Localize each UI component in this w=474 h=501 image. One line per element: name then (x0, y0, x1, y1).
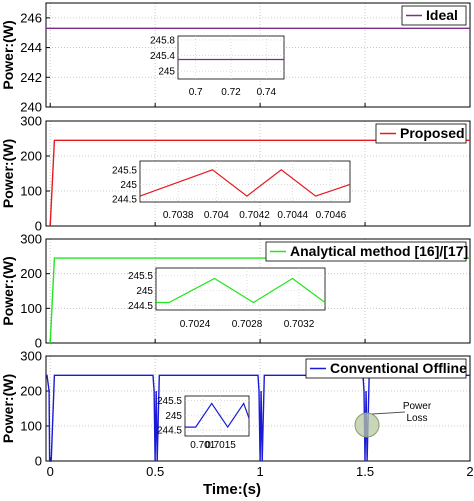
y-tick-label: 100 (20, 301, 42, 316)
x-tick-label: 1 (256, 464, 263, 479)
power-loss-label-line: Loss (406, 413, 427, 424)
y-tick-label: 100 (20, 419, 42, 434)
x-tick-label: 2 (466, 464, 473, 479)
panels: 240 242 244 246 Power:(W) Ideal 0.7 0.72 0.74 245… (0, 2, 471, 469)
y-tick-label: 244 (20, 40, 42, 55)
inset-x-tick-label: 0.7042 (239, 210, 270, 221)
legend-box (265, 241, 467, 262)
inset-y-tick-label: 244.5 (128, 301, 153, 312)
y-axis-label: Power:(W) (0, 256, 16, 325)
legend-label: Conventional Offline (330, 360, 467, 376)
axes-box (45, 120, 471, 227)
x-axis-label: Time:(s) (203, 481, 261, 498)
legend: Analytical method [16]/[17] (265, 241, 468, 262)
inset-y-tick-label: 245.5 (112, 165, 137, 176)
axes-box (45, 2, 471, 108)
inset: 0.7024 0.7028 0.7032 245.5 245 244.5 (128, 267, 326, 330)
inset-y-tick-label: 244.5 (112, 195, 137, 206)
inset-x-tick-label: 0.701 (190, 440, 215, 451)
x-tick-label: 0 (47, 464, 54, 479)
series-line (49, 139, 470, 227)
y-tick-label: 200 (20, 266, 42, 281)
inset-series-line (156, 277, 326, 304)
inset-y-tick-label: 245.5 (128, 271, 153, 282)
inset-x-tick-label: 0.7 (189, 87, 203, 98)
axes-box (45, 355, 471, 462)
inset-box (155, 267, 326, 311)
inset-x-tick-label: 0.7032 (284, 319, 315, 330)
inset-x-tick-label: 0.74 (257, 87, 277, 98)
inset-y-tick-label: 244.5 (157, 426, 182, 437)
inset-x-tick-label: 0.7028 (232, 319, 263, 330)
series-line (46, 374, 470, 462)
y-tick-label: 200 (20, 149, 42, 164)
legend: Conventional Offline (305, 358, 467, 379)
y-tick-label: 300 (20, 349, 42, 364)
panel-4: 0 100 200 300 Power:(W) Conventional Offline 0… (0, 349, 471, 469)
y-tick-label: 0 (35, 336, 42, 351)
y-axis-label: Power:(W) (0, 20, 16, 89)
legend-box (375, 123, 467, 144)
inset-x-tick-label: 0.7046 (316, 210, 347, 221)
x-tick-label: 1.5 (356, 464, 374, 479)
inset-box (139, 160, 351, 203)
y-tick-label: 0 (35, 454, 42, 469)
inset-series-line (185, 402, 250, 429)
shared-x-tick-labels: 0 0.5 1 1.5 2 (47, 464, 474, 479)
legend-label: Analytical method [16]/[17] (290, 243, 468, 259)
inset-y-tick-label: 245.8 (150, 35, 175, 46)
inset-x-tick-label: 0.7038 (163, 210, 194, 221)
inset-y-tick-label: 245.4 (150, 51, 175, 62)
panel-1: 240 242 244 246 Power:(W) Ideal 0.7 0.72 0.74 245… (0, 2, 471, 115)
legend: Proposed (375, 123, 467, 144)
y-tick-label: 240 (20, 100, 42, 115)
y-tick-label: 242 (20, 70, 42, 85)
power-loss-label-line: Power (403, 401, 432, 412)
legend-label: Proposed (400, 125, 465, 141)
inset-x-tick-label: 0.72 (221, 87, 241, 98)
inset-series-line (139, 169, 351, 197)
inset-x-tick-label: 0.7015 (205, 440, 236, 451)
power-loss-marker (354, 412, 380, 438)
y-tick-label: 100 (20, 184, 42, 199)
inset-x-tick-label: 0.704 (204, 210, 229, 221)
y-axis-label: Power:(W) (0, 139, 16, 208)
y-tick-label: 200 (20, 384, 42, 399)
inset-y-tick-label: 245 (120, 180, 137, 191)
panel-3: 0 100 200 300 Power:(W) Analytical method [16… (0, 232, 471, 351)
inset-y-tick-label: 245.5 (157, 396, 182, 407)
inset-y-tick-label: 245 (165, 411, 182, 422)
inset-y-tick-label: 245 (158, 67, 175, 78)
inset-box (184, 395, 250, 437)
inset: 0.7038 0.704 0.7042 0.7044 0.7046 245.5 245 244… (112, 160, 351, 221)
legend: Ideal (401, 5, 467, 26)
legend-box (401, 5, 467, 26)
y-tick-label: 0 (35, 219, 42, 234)
y-tick-label: 246 (20, 10, 42, 25)
axes-box (45, 238, 471, 344)
power-loss-annotation: Power Loss (354, 401, 432, 438)
x-tick-label: 0.5 (146, 464, 164, 479)
legend-label: Ideal (426, 7, 458, 23)
y-tick-label: 300 (20, 232, 42, 247)
y-axis-label: Power:(W) (0, 374, 16, 443)
power-loss-pointer (371, 411, 406, 415)
y-tick-label: 300 (20, 114, 42, 129)
inset-x-tick-label: 0.7044 (277, 210, 308, 221)
inset-x-tick-label: 0.7024 (180, 319, 211, 330)
legend-box (305, 358, 467, 379)
inset: 0.7 0.72 0.74 245.8 245.4 245 (150, 35, 285, 98)
power-loss-label: Power Loss (403, 401, 432, 424)
inset-y-tick-label: 245 (136, 286, 153, 297)
